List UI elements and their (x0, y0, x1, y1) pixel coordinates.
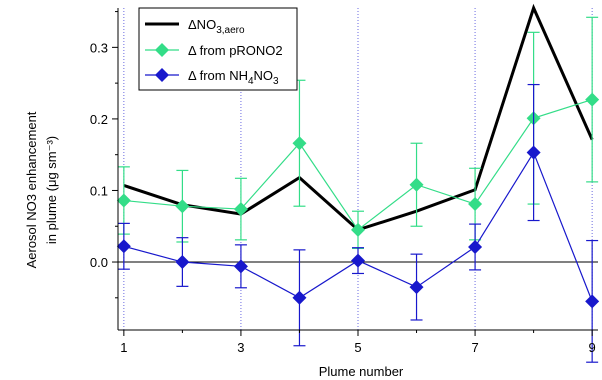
y-tick-label-3: 0.3 (90, 40, 108, 55)
marker-nh4no3-4 (292, 290, 307, 305)
marker-nh4no3-9 (585, 294, 600, 309)
marker-nh4no3-1 (116, 239, 131, 254)
x-axis-title: Plume number (319, 364, 404, 379)
marker-prono2-7 (468, 197, 483, 212)
marker-nh4no3-2 (175, 255, 190, 270)
x-tick-label-5: 5 (354, 340, 361, 355)
y-axis-title-line1: Aerosol NO3 enhancement (24, 111, 39, 268)
legend-entry-aero: ΔNO3,aero (145, 17, 245, 36)
legend-label-prono2: Δ from pRONO2 (188, 43, 283, 58)
legend: ΔNO3,aero Δ from pRONO2 Δ from NH4NO3 (138, 7, 298, 91)
marker-prono2-4 (292, 136, 307, 151)
x-tick-label-9: 9 (589, 340, 596, 355)
marker-nh4no3-3 (233, 259, 248, 274)
legend-label-nh4no3: Δ from NH4NO3 (188, 68, 279, 87)
legend-marker-nh4no3 (155, 68, 169, 82)
marker-nh4no3-7 (468, 239, 483, 254)
legend-label-aero: ΔNO3,aero (188, 17, 245, 36)
marker-nh4no3-8 (526, 145, 541, 160)
y-tick-label-1: 0.1 (90, 183, 108, 198)
legend-marker-prono2 (155, 43, 169, 57)
marker-prono2-5 (351, 222, 365, 237)
marker-nh4no3-6 (409, 280, 424, 295)
y-axis-title-line2: in plume (μg sm⁻³) (44, 136, 59, 244)
y-tick-label-0: 0.0 (90, 255, 108, 270)
marker-nh4no3-5 (351, 253, 365, 268)
y-tick-label-2: 0.2 (90, 112, 108, 127)
legend-entry-nh4no3: Δ from NH4NO3 (145, 68, 279, 87)
series-nh4no3 (116, 83, 600, 363)
marker-prono2-9 (585, 92, 600, 107)
marker-prono2-2 (175, 199, 190, 214)
x-tick-label-1: 1 (120, 340, 127, 355)
marker-prono2-1 (116, 193, 131, 208)
legend-entry-prono2: Δ from pRONO2 (145, 43, 283, 58)
marker-prono2-6 (409, 177, 424, 192)
marker-prono2-3 (233, 202, 248, 217)
x-tick-label-7: 7 (471, 340, 478, 355)
x-tick-label-3: 3 (237, 340, 244, 355)
axes: 0.0 0.1 0.2 0.3 1 3 5 7 9 (90, 8, 598, 355)
